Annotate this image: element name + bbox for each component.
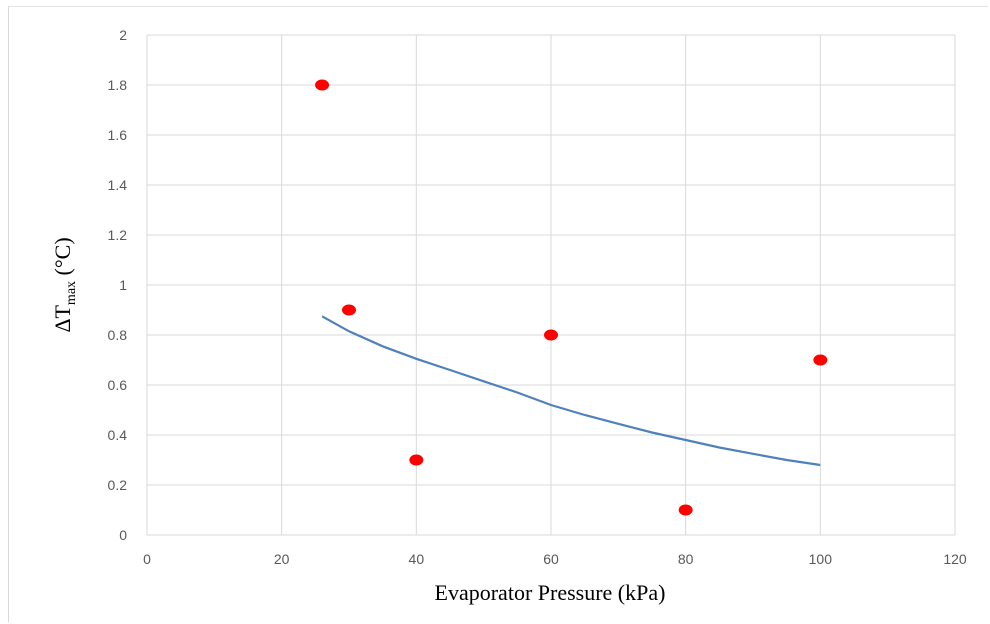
grid-lines (146, 34, 956, 536)
x-tick-labels: 0 20 40 60 80 100 120 (143, 551, 967, 567)
data-point (544, 329, 558, 341)
trendline-layer (321, 315, 821, 467)
x-axis-title: Evaporator Pressure (kPa) (435, 580, 666, 605)
data-point (342, 304, 356, 316)
y-axis-title: ΔTmax (°C) (50, 237, 79, 332)
data-point (678, 504, 693, 516)
y-tick-label: 1.4 (108, 177, 128, 193)
x-tick-label: 0 (143, 551, 151, 567)
y-tick-label: 0 (119, 527, 127, 543)
y-axis-title-subscript: max (64, 281, 79, 305)
x-tick-label: 80 (678, 551, 694, 567)
x-tick-label: 100 (809, 551, 833, 567)
y-axis-title-unit: (°C) (50, 237, 75, 281)
y-tick-label: 0.6 (108, 377, 128, 393)
y-tick-label: 0.8 (108, 327, 128, 343)
y-axis-title-delta: ΔT (50, 305, 75, 333)
data-point (315, 79, 330, 91)
x-tick-label: 120 (943, 551, 967, 567)
y-tick-label: 0.4 (108, 427, 128, 443)
y-tick-label: 2 (119, 27, 127, 43)
y-tick-label: 1 (119, 277, 127, 293)
data-point (813, 354, 828, 366)
y-tick-label: 1.2 (108, 227, 128, 243)
y-tick-label: 0.2 (108, 477, 128, 493)
data-point (409, 454, 424, 466)
x-tick-label: 40 (409, 551, 425, 567)
trendline-series (321, 315, 821, 467)
chart-frame (8, 6, 988, 622)
data-points-layer (315, 79, 828, 516)
x-tick-label: 60 (543, 551, 559, 567)
x-tick-label: 20 (274, 551, 290, 567)
y-tick-labels: 0 0.2 0.4 0.6 0.8 1 1.2 1.4 1.6 1.8 2 (108, 27, 128, 543)
y-tick-label: 1.8 (108, 77, 128, 93)
y-tick-label: 1.6 (108, 127, 128, 143)
